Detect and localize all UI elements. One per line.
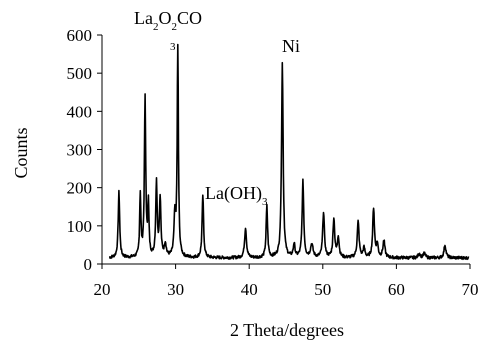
y-ticks: 0 100 200 300 400 500 600: [67, 26, 102, 274]
annot-la2o2co3-la: La: [134, 8, 153, 28]
x-tick-label: 50: [314, 280, 331, 299]
annot-la2o2co3-sub3: 3: [170, 41, 176, 53]
annotation-laoh3: La(OH)3: [205, 183, 268, 208]
annotation-ni: Ni: [282, 36, 300, 56]
y-axis-label: Counts: [11, 127, 31, 178]
x-tick-label: 40: [241, 280, 258, 299]
y-tick-label: 300: [67, 141, 93, 160]
annot-la2o2co3-sub1: 2: [153, 21, 159, 33]
annot-laoh3-sub: 3: [262, 196, 268, 208]
x-axis-label: 2 Theta/degrees: [230, 320, 344, 340]
y-tick-label: 0: [84, 255, 93, 274]
axes: [101, 35, 470, 265]
annot-la2o2co3-sub2: 2: [171, 21, 177, 33]
annot-laoh3-main: La(OH): [205, 183, 262, 204]
annot-la2o2co3-co: CO: [177, 8, 202, 28]
x-tick-label: 60: [388, 280, 405, 299]
y-tick-label: 200: [67, 179, 93, 198]
svg-text:La(OH)3: La(OH)3: [205, 183, 268, 208]
x-tick-label: 30: [167, 280, 184, 299]
x-tick-label: 70: [462, 280, 479, 299]
y-tick-label: 600: [67, 26, 93, 45]
y-tick-label: 500: [67, 64, 93, 83]
x-tick-label: 20: [94, 280, 111, 299]
y-tick-label: 100: [67, 217, 93, 236]
x-ticks: 20 30 40 50 60 70: [94, 264, 479, 299]
y-tick-label: 400: [67, 102, 93, 121]
svg-text:La2O2CO: La2O2CO: [134, 8, 202, 33]
annot-la2o2co3-o: O: [158, 8, 171, 28]
annotation-la2o2co3: La2O2CO 3: [134, 8, 202, 53]
series-line: [108, 43, 470, 261]
